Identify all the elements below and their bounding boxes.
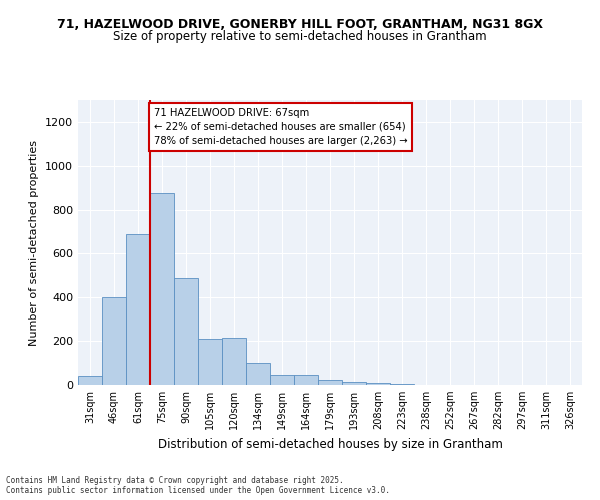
Text: Size of property relative to semi-detached houses in Grantham: Size of property relative to semi-detach…	[113, 30, 487, 43]
Bar	[126, 234, 150, 385]
Bar	[246, 363, 270, 385]
Bar	[198, 339, 222, 385]
X-axis label: Distribution of semi-detached houses by size in Grantham: Distribution of semi-detached houses by …	[158, 438, 502, 450]
Bar	[342, 382, 366, 385]
Bar	[78, 376, 102, 385]
Bar	[294, 375, 318, 385]
Y-axis label: Number of semi-detached properties: Number of semi-detached properties	[29, 140, 40, 346]
Text: 71, HAZELWOOD DRIVE, GONERBY HILL FOOT, GRANTHAM, NG31 8GX: 71, HAZELWOOD DRIVE, GONERBY HILL FOOT, …	[57, 18, 543, 30]
Bar	[222, 338, 246, 385]
Bar	[270, 375, 294, 385]
Bar	[390, 384, 414, 385]
Text: Contains HM Land Registry data © Crown copyright and database right 2025.
Contai: Contains HM Land Registry data © Crown c…	[6, 476, 390, 495]
Bar	[318, 380, 342, 385]
Bar	[366, 383, 390, 385]
Bar	[174, 278, 198, 385]
Bar	[150, 193, 174, 385]
Bar	[102, 298, 126, 385]
Text: 71 HAZELWOOD DRIVE: 67sqm
← 22% of semi-detached houses are smaller (654)
78% of: 71 HAZELWOOD DRIVE: 67sqm ← 22% of semi-…	[154, 108, 407, 146]
